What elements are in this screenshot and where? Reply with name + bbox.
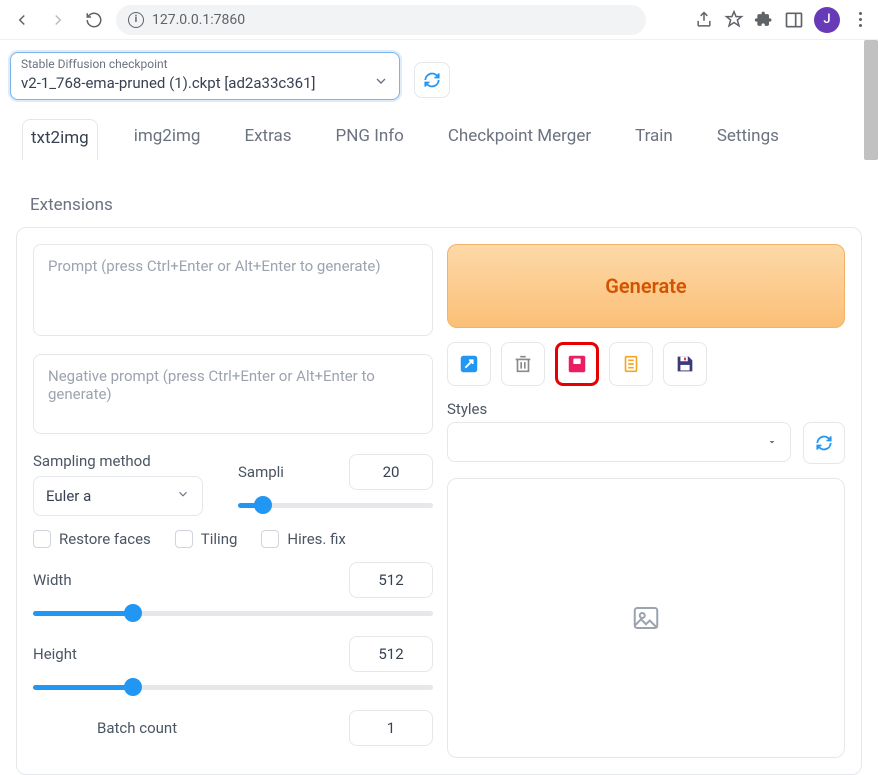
width-value[interactable]: 512	[349, 562, 433, 598]
bookmark-star-icon[interactable]	[724, 10, 744, 30]
sidepanel-icon[interactable]	[784, 10, 804, 30]
tab-train[interactable]: Train	[627, 118, 681, 159]
extensions-icon[interactable]	[754, 10, 774, 30]
refresh-styles-button[interactable]	[803, 422, 845, 464]
tiling-checkbox[interactable]: Tiling	[175, 530, 238, 548]
url-text: 127.0.0.1:7860	[152, 12, 245, 28]
address-bar[interactable]: i 127.0.0.1:7860	[116, 5, 646, 35]
reload-button[interactable]	[80, 6, 108, 34]
refresh-checkpoints-button[interactable]	[414, 62, 450, 98]
tool-buttons	[447, 342, 845, 386]
show-extra-networks-button[interactable]	[555, 342, 599, 386]
output-image-area	[447, 478, 845, 758]
prompt-input[interactable]: Prompt (press Ctrl+Enter or Alt+Enter to…	[33, 244, 433, 336]
restore-faces-checkbox[interactable]: Restore faces	[33, 530, 151, 548]
checkpoint-select[interactable]: Stable Diffusion checkpoint v2-1_768-ema…	[10, 52, 400, 100]
main-tabs: txt2img img2img Extras PNG Info Checkpoi…	[10, 118, 868, 227]
batch-count-value[interactable]: 1	[349, 710, 433, 746]
negative-prompt-input[interactable]: Negative prompt (press Ctrl+Enter or Alt…	[33, 354, 433, 434]
clear-button[interactable]	[501, 342, 545, 386]
generate-button[interactable]: Generate	[447, 244, 845, 328]
tab-img2img[interactable]: img2img	[126, 118, 209, 159]
chevron-down-icon	[176, 487, 190, 505]
browser-menu-icon[interactable]	[850, 12, 870, 27]
chevron-down-icon	[373, 73, 389, 93]
sampling-method-select[interactable]: Euler a	[33, 476, 203, 516]
site-info-icon[interactable]: i	[128, 12, 144, 28]
tab-extensions[interactable]: Extensions	[22, 187, 121, 227]
profile-avatar[interactable]: J	[814, 7, 840, 33]
interrogate-button[interactable]	[447, 342, 491, 386]
save-style-button[interactable]	[663, 342, 707, 386]
tab-txt2img[interactable]: txt2img	[22, 119, 98, 160]
checkpoint-label: Stable Diffusion checkpoint	[21, 57, 389, 71]
page-content: Stable Diffusion checkpoint v2-1_768-ema…	[0, 40, 878, 775]
sampling-steps-value[interactable]: 20	[349, 454, 433, 490]
width-slider[interactable]	[33, 604, 433, 622]
paste-button[interactable]	[609, 342, 653, 386]
browser-toolbar: i 127.0.0.1:7860 J	[0, 0, 878, 40]
width-label: Width	[33, 571, 72, 589]
styles-select[interactable]	[447, 422, 791, 462]
image-placeholder-icon	[631, 603, 661, 633]
checkpoint-value: v2-1_768-ema-pruned (1).ckpt [ad2a33c361…	[21, 74, 316, 92]
tab-extras[interactable]: Extras	[236, 118, 299, 159]
styles-label: Styles	[447, 400, 791, 418]
sampling-method-label: Sampling method	[33, 452, 228, 470]
hires-fix-checkbox[interactable]: Hires. fix	[261, 530, 345, 548]
back-button[interactable]	[8, 6, 36, 34]
tab-pnginfo[interactable]: PNG Info	[328, 118, 412, 159]
forward-button[interactable]	[44, 6, 72, 34]
height-slider[interactable]	[33, 678, 433, 696]
txt2img-panel: Prompt (press Ctrl+Enter or Alt+Enter to…	[16, 227, 862, 775]
tab-checkpoint-merger[interactable]: Checkpoint Merger	[440, 118, 599, 159]
share-icon[interactable]	[694, 10, 714, 30]
height-value[interactable]: 512	[349, 636, 433, 672]
tab-settings[interactable]: Settings	[709, 118, 787, 159]
height-label: Height	[33, 645, 77, 663]
sampling-steps-label: Sampli	[238, 463, 284, 481]
sampling-steps-slider[interactable]	[238, 496, 433, 514]
batch-count-label: Batch count	[97, 719, 177, 737]
